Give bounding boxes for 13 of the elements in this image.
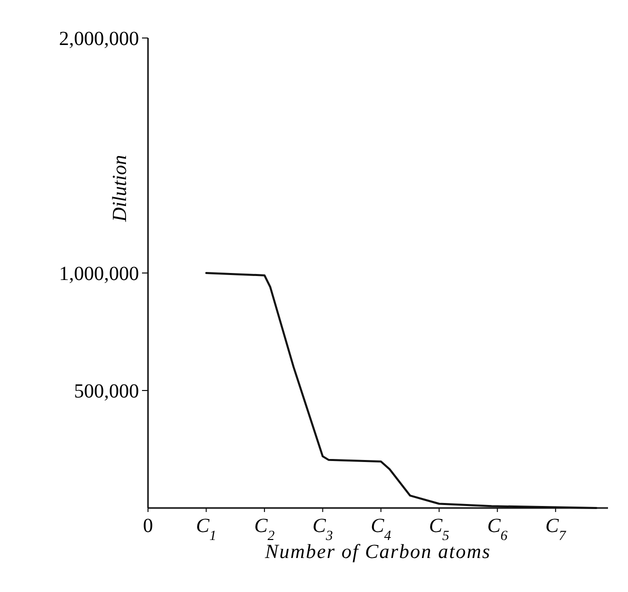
- y-tick-label: 500,000: [74, 380, 139, 402]
- y-tick-label: 2,000,000: [59, 28, 139, 50]
- x-tick-label: C$_{1}$: [196, 515, 216, 544]
- x-tick-label: C$_{7}$: [545, 515, 567, 544]
- y-tick-label: 1,000,000: [59, 263, 139, 285]
- x-tick-label: C$_{3}$: [312, 515, 333, 544]
- x-tick-label: 0: [143, 515, 153, 537]
- x-tick-label: C$_{2}$: [254, 515, 275, 544]
- x-axis-title: Number of Carbon atoms: [264, 541, 491, 563]
- x-tick-label: C$_{5}$: [428, 515, 450, 544]
- y-axis-title: Dilution: [109, 155, 131, 223]
- x-tick-label: C$_{4}$: [370, 515, 392, 544]
- x-tick-label: C$_{6}$: [487, 515, 508, 544]
